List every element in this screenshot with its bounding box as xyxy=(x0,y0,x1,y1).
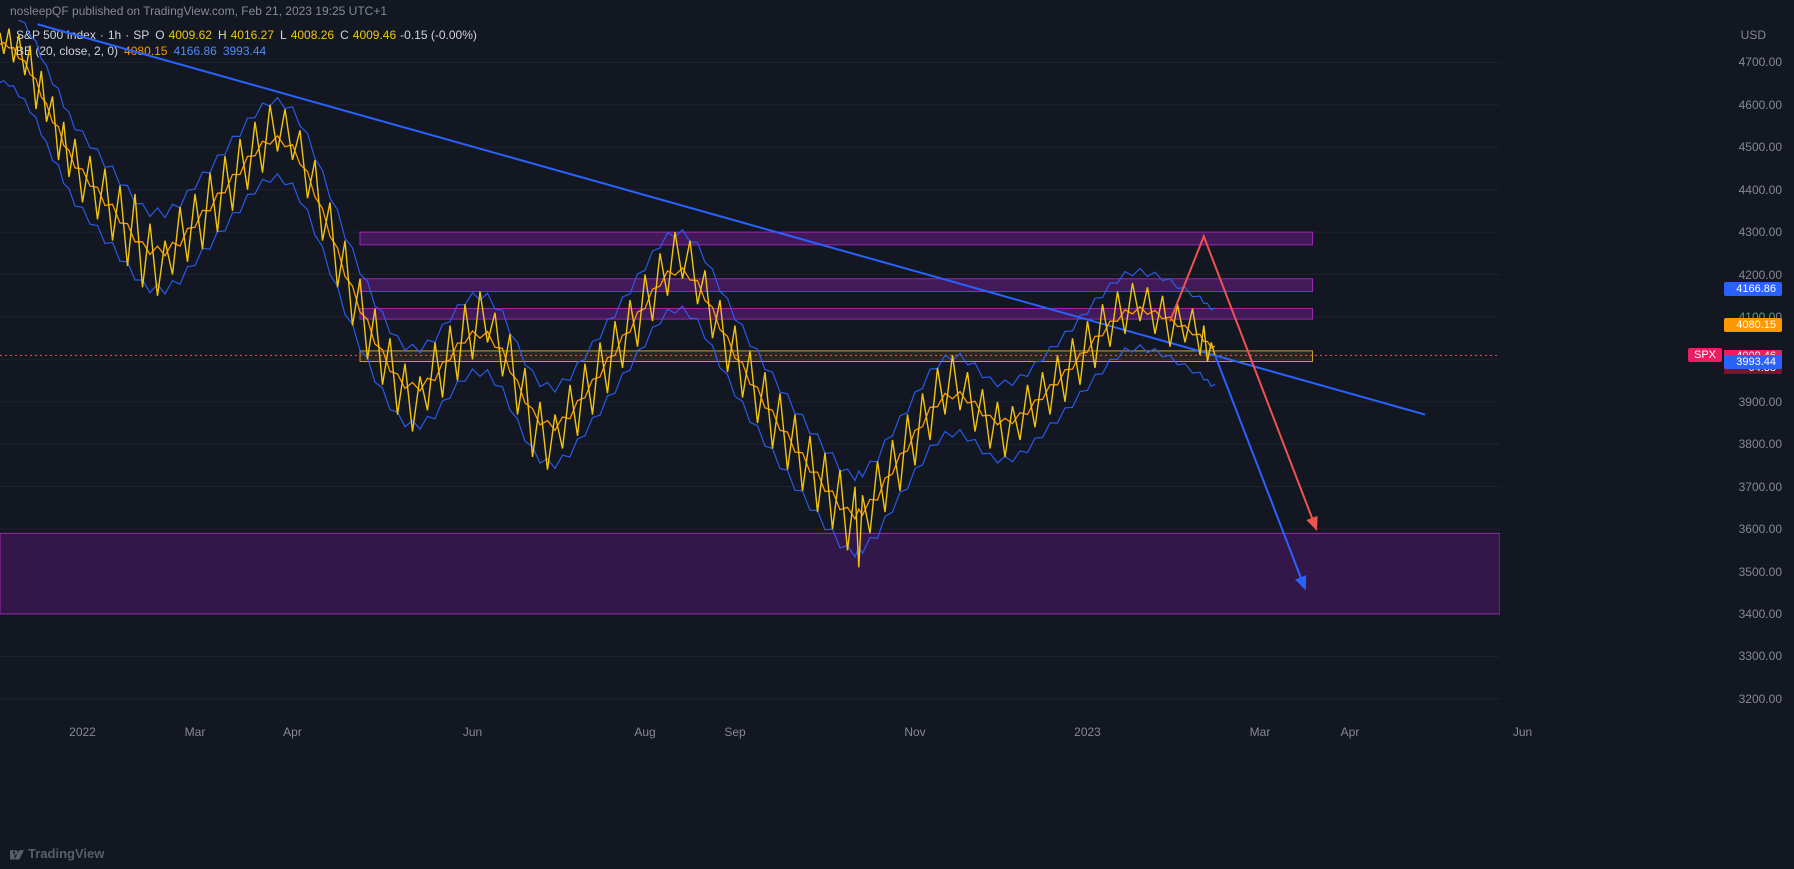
y-tick-label: 3300.00 xyxy=(1739,649,1782,663)
x-tick-label: Sep xyxy=(724,725,745,739)
y-tick-label: 4200.00 xyxy=(1739,268,1782,282)
tradingview-icon xyxy=(10,847,24,861)
y-tick-label: 4300.00 xyxy=(1739,225,1782,239)
y-tick-label: 3200.00 xyxy=(1739,692,1782,706)
tradingview-watermark: TradingView xyxy=(10,846,104,861)
x-tick-label: Apr xyxy=(283,725,302,739)
x-tick-label: Jun xyxy=(1513,725,1532,739)
x-tick-label: Mar xyxy=(185,725,206,739)
y-tick-label: 4400.00 xyxy=(1739,183,1782,197)
x-tick-label: 2022 xyxy=(69,725,96,739)
price-tag: 4080.15 xyxy=(1724,318,1782,332)
symbol-price-tag: SPX xyxy=(1688,348,1722,362)
y-tick-label: 3400.00 xyxy=(1739,607,1782,621)
chart-canvas[interactable] xyxy=(0,20,1500,720)
x-tick-label: 2023 xyxy=(1074,725,1101,739)
x-tick-label: Apr xyxy=(1341,725,1360,739)
x-tick-label: Nov xyxy=(904,725,925,739)
y-axis: 4700.00 4600.00 4500.00 4400.00 4300.00 4200.… xyxy=(1704,20,1794,720)
y-tick-label: 3500.00 xyxy=(1739,565,1782,579)
x-tick-label: Jun xyxy=(463,725,482,739)
price-tag: 4166.86 xyxy=(1724,282,1782,296)
y-tick-label: 3700.00 xyxy=(1739,480,1782,494)
publish-header: nosleepQF published on TradingView.com, … xyxy=(10,4,387,18)
y-tick-label: 3900.00 xyxy=(1739,395,1782,409)
price-tag: 3993.44 xyxy=(1724,355,1782,369)
watermark-text: TradingView xyxy=(28,846,104,861)
y-tick-label: 4600.00 xyxy=(1739,98,1782,112)
x-tick-label: Mar xyxy=(1250,725,1271,739)
y-tick-label: 4700.00 xyxy=(1739,55,1782,69)
y-tick-label: 4500.00 xyxy=(1739,140,1782,154)
y-tick-label: 3600.00 xyxy=(1739,522,1782,536)
x-axis: 2022MarAprJunAugSepNov2023MarAprJun xyxy=(0,725,1500,745)
y-tick-label: 3800.00 xyxy=(1739,437,1782,451)
x-tick-label: Aug xyxy=(634,725,655,739)
